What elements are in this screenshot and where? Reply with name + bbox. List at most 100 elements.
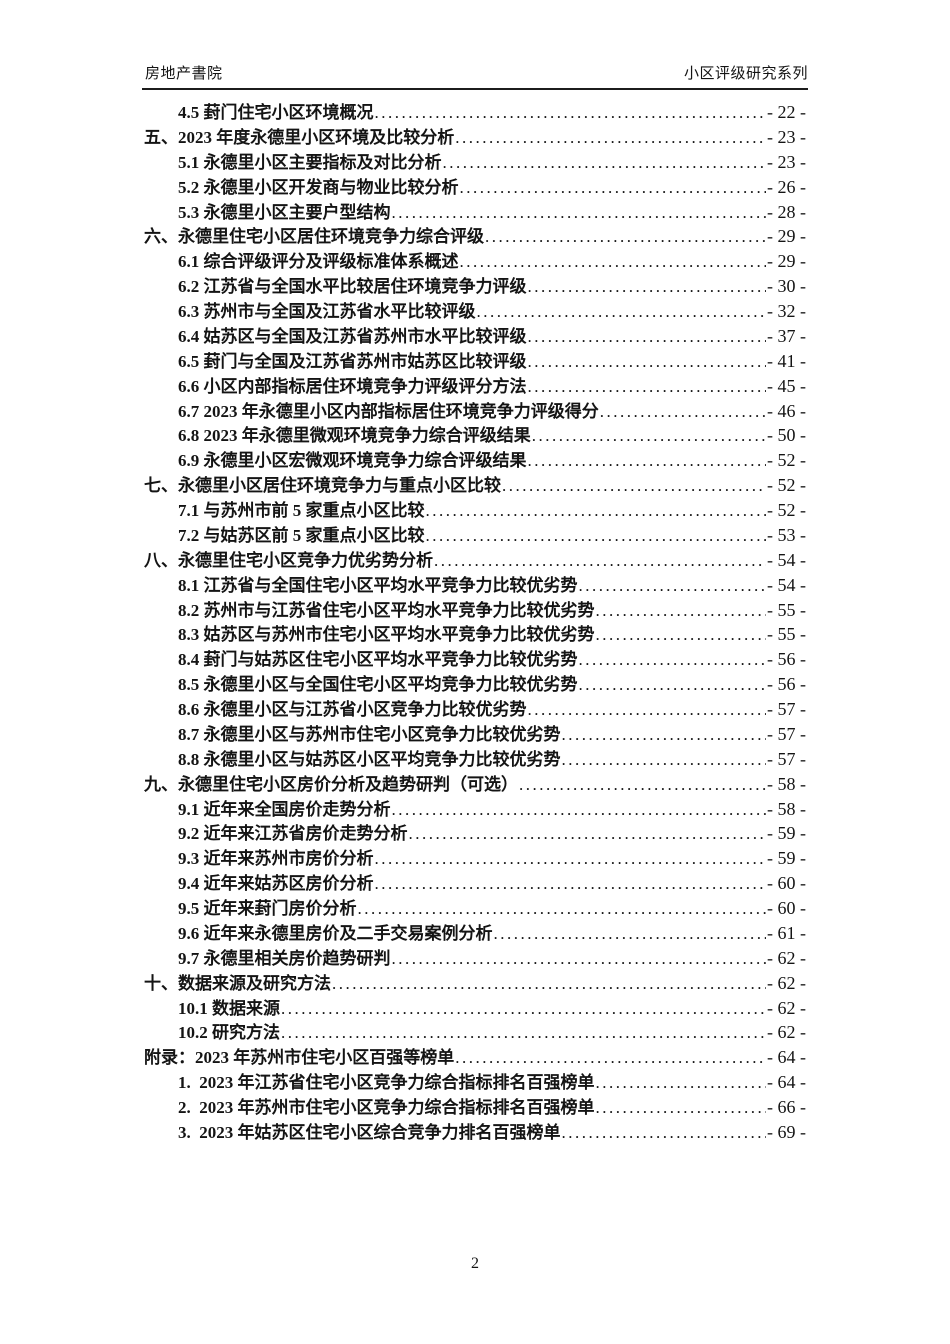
toc-page-number: - 62 - [767,947,806,968]
toc-entry[interactable]: 七、永德里小区居住环境竞争力与重点小区比较 ..................… [144,473,806,498]
toc-dot-leader: ........................................… [455,1048,766,1068]
toc-entry-title: 5.1 永德里小区主要指标及对比分析 [178,152,442,172]
toc-entry[interactable]: 6.8 2023 年永德里微观环境竞争力综合评级结果 .............… [144,423,806,448]
toc-entry-title: 9.1 近年来全国房价走势分析 [178,799,391,819]
toc-entry[interactable]: 8.3 姑苏区与苏州市住宅小区平均水平竞争力比较优劣势 ............… [144,622,806,647]
toc-entry[interactable]: 2. 2023 年苏州市住宅小区竞争力综合指标排名百强榜单 ..........… [144,1095,806,1120]
toc-entry[interactable]: 6.7 2023 年永德里小区内部指标居住环境竞争力评级得分 .........… [144,399,806,424]
toc-entry[interactable]: 10.2 研究方法 ..............................… [144,1020,806,1045]
toc-entry-title: 7.1 与苏州市前 5 家重点小区比较 [178,501,425,520]
toc-entry[interactable]: 8.2 苏州市与江苏省住宅小区平均水平竞争力比较优劣势 ............… [144,598,806,623]
toc-entry[interactable]: 1. 2023 年江苏省住宅小区竞争力综合指标排名百强榜单 ..........… [144,1070,806,1095]
toc-entry-title: 3. 2023 年姑苏区住宅小区综合竞争力排名百强榜单 [178,1122,561,1142]
toc-page-number: - 58 - [767,773,806,794]
toc-entry[interactable]: 五、2023 年度永德里小区环境及比较分析 ..................… [144,125,806,150]
toc-entry[interactable]: 9.7 永德里相关房价趋势研判 ........................… [144,946,806,971]
toc-dot-leader: ........................................… [332,973,766,993]
toc-entry[interactable]: 附录：2023 年苏州市住宅小区百强等榜单 ..................… [144,1045,806,1070]
toc-dot-leader: ........................................… [519,774,766,794]
toc-entry-title: 6.7 2023 年永德里小区内部指标居住环境竞争力评级得分 [178,401,599,421]
toc-entry[interactable]: 8.1 江苏省与全国住宅小区平均水平竞争力比较优劣势 .............… [144,573,806,598]
toc-entry[interactable]: 4.5 葑门住宅小区环境概况 .........................… [144,100,806,125]
toc-entry[interactable]: 5.1 永德里小区主要指标及对比分析 .....................… [144,150,806,175]
toc-dot-leader: ........................................… [485,227,766,247]
toc-entry[interactable]: 八、永德里住宅小区竞争力优劣势分析 ......................… [144,548,806,573]
toc-entry-title: 附录：2023 年苏州市住宅小区百强等榜单 [144,1048,455,1068]
toc-entry-title: 5.3 永德里小区主要户型结构 [178,202,391,222]
toc-entry[interactable]: 9.6 近年来永德里房价及二手交易案例分析 ..................… [144,921,806,946]
toc-dot-leader: ........................................… [595,625,767,645]
toc-entry[interactable]: 6.3 苏州市与全国及江苏省水平比较评级 ...................… [144,299,806,324]
toc-dot-leader: ........................................… [599,401,766,421]
toc-page-number: - 29 - [767,251,806,272]
toc-dot-leader: ........................................… [527,376,767,396]
toc-entry[interactable]: 5.3 永德里小区主要户型结构 ........................… [144,200,806,225]
toc-page-number: - 54 - [767,574,806,595]
toc-entry-title: 6.3 苏州市与全国及江苏省水平比较评级 [178,302,476,321]
toc-page-number: - 56 - [767,649,806,670]
toc-entry[interactable]: 10.1 数据来源 ..............................… [144,996,806,1021]
toc-page-number: - 66 - [767,1097,806,1117]
toc-dot-leader: ........................................… [459,177,767,197]
toc-page-number: - 59 - [767,823,806,844]
toc-entry[interactable]: 九、永德里住宅小区房价分析及趋势研判（可选） .................… [144,772,806,797]
toc-dot-leader: ........................................… [476,302,767,321]
toc-dot-leader: ........................................… [595,1098,767,1117]
toc-dot-leader: ........................................… [425,501,767,520]
toc-page-number: - 32 - [767,301,806,321]
toc-entry[interactable]: 6.1 综合评级评分及评级标准体系概述 ....................… [144,249,806,274]
toc-entry[interactable]: 8.8 永德里小区与姑苏区小区平均竞争力比较优劣势 ..............… [144,747,806,772]
toc-page-number: - 26 - [767,176,806,197]
toc-page-number: - 57 - [767,723,806,744]
toc-entry-title: 6.4 姑苏区与全国及江苏省苏州市水平比较评级 [178,326,527,346]
toc-dot-leader: ........................................… [281,998,766,1018]
toc-entry-title: 8.3 姑苏区与苏州市住宅小区平均水平竞争力比较优劣势 [178,625,595,645]
toc-page-number: - 28 - [767,201,806,222]
toc-entry[interactable]: 8.7 永德里小区与苏州市住宅小区竞争力比较优劣势 ..............… [144,722,806,747]
toc-entry[interactable]: 8.5 永德里小区与全国住宅小区平均竞争力比较优劣势 .............… [144,672,806,697]
toc-dot-leader: ........................................… [442,152,767,172]
toc-entry[interactable]: 十、数据来源及研究方法 ............................… [144,971,806,996]
toc-entry[interactable]: 9.5 近年来葑门房价分析 ..........................… [144,896,806,921]
toc-entry[interactable]: 9.2 近年来江苏省房价走势分析 .......................… [144,821,806,846]
toc-entry-title: 9.7 永德里相关房价趋势研判 [178,948,391,968]
toc-entry-title: 9.4 近年来姑苏区房价分析 [178,874,374,894]
toc-entry[interactable]: 9.3 近年来苏州市房价分析 .........................… [144,846,806,871]
toc-entry[interactable]: 9.4 近年来姑苏区房价分析 .........................… [144,871,806,896]
toc-page-number: - 45 - [767,375,806,396]
toc-entry[interactable]: 6.4 姑苏区与全国及江苏省苏州市水平比较评级 ................… [144,324,806,349]
toc-entry[interactable]: 3. 2023 年姑苏区住宅小区综合竞争力排名百强榜单 ............… [144,1120,806,1145]
toc-page-number: - 54 - [767,549,806,570]
toc-page-number: - 64 - [767,1072,806,1093]
toc-entry-title: 8.2 苏州市与江苏省住宅小区平均水平竞争力比较优劣势 [178,600,595,620]
toc-page-number: - 60 - [767,898,806,918]
toc-entry[interactable]: 9.1 近年来全国房价走势分析 ........................… [144,797,806,822]
toc-entry[interactable]: 六、永德里住宅小区居住环境竞争力综合评级 ...................… [144,224,806,249]
toc-page-number: - 64 - [767,1047,806,1068]
toc-entry[interactable]: 6.5 葑门与全国及江苏省苏州市姑苏区比较评级 ................… [144,349,806,374]
toc-entry[interactable]: 8.6 永德里小区与江苏省小区竞争力比较优劣势 ................… [144,697,806,722]
toc-entry[interactable]: 6.9 永德里小区宏微观环境竞争力综合评级结果 ................… [144,448,806,473]
toc-entry[interactable]: 5.2 永德里小区开发商与物业比较分析 ....................… [144,175,806,200]
toc-entry-title: 6.2 江苏省与全国水平比较居住环境竞争力评级 [178,277,527,297]
toc-page-number: - 57 - [767,699,806,719]
toc-page-number: - 53 - [767,524,806,545]
toc-dot-leader: ........................................… [408,824,767,844]
toc-dot-leader: ........................................… [434,550,766,570]
toc-dot-leader: ........................................… [578,575,767,595]
toc-entry-title: 六、永德里住宅小区居住环境竞争力综合评级 [144,227,484,247]
toc-dot-leader: ........................................… [357,899,767,918]
toc-dot-leader: ........................................… [391,799,767,819]
toc-dot-leader: ........................................… [374,103,767,122]
toc-entry[interactable]: 6.6 小区内部指标居住环境竞争力评级评分方法 ................… [144,374,806,399]
toc-entry-title: 6.9 永德里小区宏微观环境竞争力综合评级结果 [178,451,527,471]
toc-page-number: - 69 - [767,1121,806,1142]
toc-entry[interactable]: 8.4 葑门与姑苏区住宅小区平均水平竞争力比较优劣势 .............… [144,647,806,672]
toc-entry[interactable]: 7.1 与苏州市前 5 家重点小区比较 ....................… [144,498,806,523]
toc-entry[interactable]: 7.2 与姑苏区前 5 家重点小区比较 ....................… [144,523,806,548]
toc-entry-title: 九、永德里住宅小区房价分析及趋势研判（可选） [144,774,518,794]
toc-dot-leader: ........................................… [455,127,766,147]
toc-entry[interactable]: 6.2 江苏省与全国水平比较居住环境竞争力评级 ................… [144,274,806,299]
toc-entry-title: 9.3 近年来苏州市房价分析 [178,849,374,869]
toc-page-number: - 62 - [767,997,806,1018]
